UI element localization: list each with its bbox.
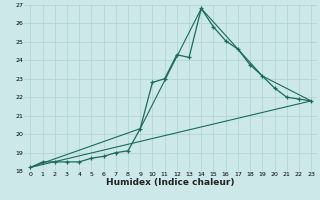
X-axis label: Humidex (Indice chaleur): Humidex (Indice chaleur) — [107, 178, 235, 187]
